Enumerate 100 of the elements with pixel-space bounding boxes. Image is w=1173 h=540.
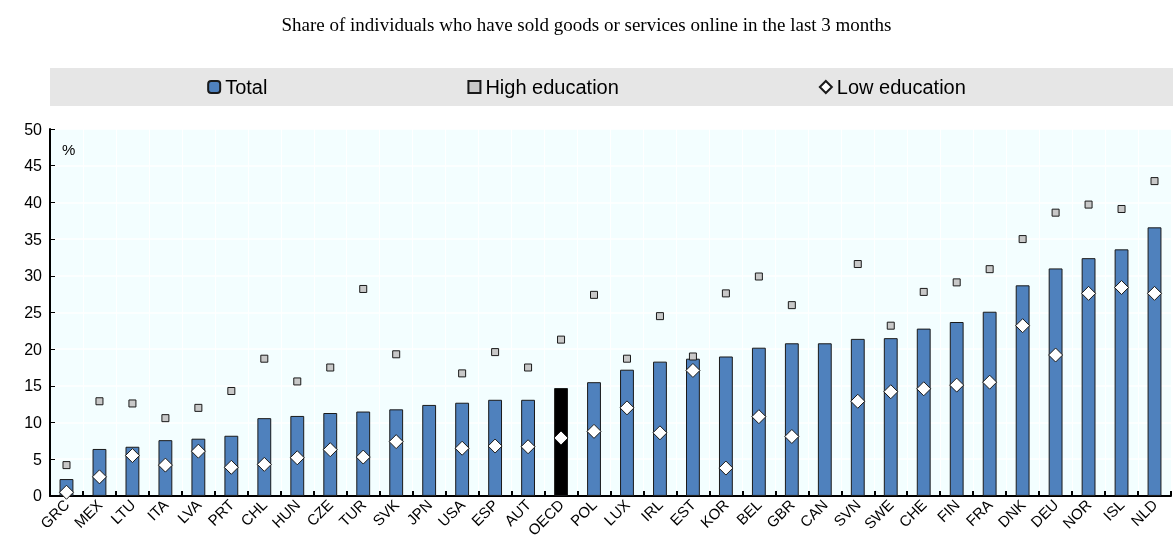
point (919, 287, 928, 296)
x-tick-label: POL (566, 495, 601, 530)
point (883, 384, 899, 400)
point (1114, 280, 1130, 296)
bar (817, 343, 832, 496)
point (985, 265, 994, 274)
x-tick-label: TUR (335, 495, 370, 530)
point (520, 439, 536, 455)
point (652, 425, 668, 441)
point (557, 335, 566, 344)
point (326, 363, 335, 372)
point (688, 352, 697, 361)
point (850, 393, 866, 409)
point (124, 448, 140, 464)
bar (1081, 258, 1096, 496)
point (1015, 318, 1031, 334)
point (1147, 285, 1163, 301)
point (553, 430, 569, 446)
y-tick-label: 5 (33, 450, 43, 468)
bar (422, 404, 437, 496)
y-tick-label: 30 (24, 267, 43, 285)
point (853, 260, 862, 269)
x-tick-label: USA (434, 495, 469, 530)
bar (751, 347, 766, 496)
y-tick-label: 40 (24, 193, 43, 211)
point (161, 414, 170, 423)
point (524, 363, 533, 372)
point (62, 461, 71, 470)
point (190, 443, 206, 459)
y-tick-label: 0 (33, 487, 43, 505)
point (128, 399, 137, 408)
bar (587, 382, 601, 496)
bar (653, 361, 667, 496)
point (619, 400, 635, 416)
point (586, 423, 602, 439)
bar (1048, 268, 1063, 496)
point (1051, 208, 1060, 217)
point (916, 381, 932, 397)
bar (488, 399, 503, 496)
y-tick-label: 35 (24, 230, 43, 248)
point (949, 377, 965, 393)
point (293, 377, 302, 386)
x-tick-label: ITA (143, 495, 172, 524)
point (289, 450, 305, 466)
bar (521, 399, 535, 496)
point (718, 460, 734, 476)
legend-label: Low education (836, 76, 966, 98)
point (1150, 177, 1159, 186)
point (223, 459, 239, 475)
bar (718, 356, 733, 496)
x-tick-label: LTU (107, 495, 139, 528)
bar (916, 328, 931, 496)
point (1018, 235, 1027, 244)
y-tick-label: 50 (24, 120, 43, 138)
x-tick-label: IRL (637, 495, 666, 525)
point (1081, 285, 1097, 301)
chart-title: Share of individuals who have sold goods or services online in the last 3 months (281, 14, 892, 35)
point (982, 374, 998, 390)
x-tick-label: CHL (237, 495, 271, 530)
y-tick-label: 25 (24, 303, 43, 321)
point (355, 449, 371, 465)
x-tick-label: BEL (732, 495, 765, 528)
point (655, 312, 664, 321)
point (458, 369, 467, 378)
point (1048, 347, 1064, 363)
point (622, 354, 631, 363)
point (95, 397, 104, 406)
point (784, 428, 800, 444)
x-tick-label: LVA (173, 495, 205, 527)
x-tick-label: FIN (933, 495, 963, 526)
point (886, 321, 895, 330)
point (322, 442, 338, 458)
legend-label: High education (485, 76, 619, 98)
point (227, 386, 236, 395)
point (388, 434, 404, 450)
point (91, 469, 107, 485)
point (1117, 204, 1126, 213)
x-tick-label: ISL (1099, 495, 1128, 524)
point (454, 440, 470, 456)
point (590, 290, 599, 299)
bar (949, 322, 964, 496)
point (721, 289, 730, 298)
point (751, 409, 767, 425)
point (787, 301, 796, 310)
x-tick-label: NLD (1127, 495, 1161, 530)
point (487, 438, 503, 454)
point (157, 457, 173, 473)
bar (620, 369, 634, 496)
point (491, 348, 500, 357)
bar (1147, 227, 1162, 496)
point (952, 278, 961, 287)
point (754, 272, 763, 281)
point (359, 284, 368, 293)
legend-label: Total (225, 76, 268, 98)
bar (1015, 285, 1030, 496)
point (685, 362, 701, 378)
point (392, 350, 401, 359)
point (260, 354, 269, 363)
x-tick-label: FRA (962, 495, 996, 530)
y-tick-label: 10 (24, 414, 43, 432)
